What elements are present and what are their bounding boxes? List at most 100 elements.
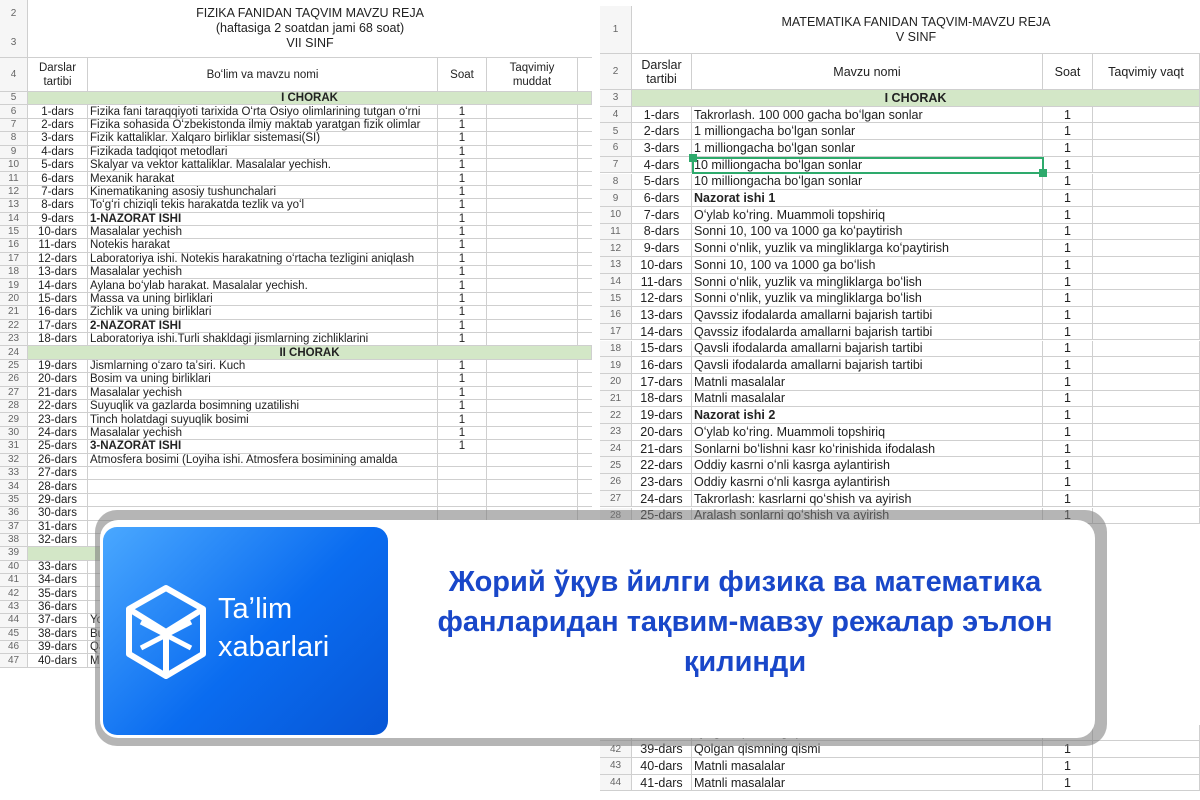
lesson-row: 17 14-dars Qavssiz ifodalarda amallarni ba… — [600, 323, 1200, 341]
lesson-topic: 3-NAZORAT ISHI — [88, 440, 438, 453]
lesson-number: 38-dars — [28, 627, 88, 641]
lesson-number: 33-dars — [28, 560, 88, 574]
lesson-hours: 1 — [438, 172, 487, 185]
lesson-topic: Laboratoriya ishi. Notekis harakatning o… — [88, 252, 438, 266]
row-number: 26 — [600, 474, 632, 490]
row-number: 13 — [600, 257, 632, 273]
lesson-row: 4 1-dars Takrorlash. 100 000 gacha boʻlgan… — [600, 106, 1200, 124]
lesson-number: 24-dars — [632, 490, 692, 507]
lesson-row: 13 10-dars Sonni 10, 100 va 1000 ga boʻlis… — [600, 257, 1200, 274]
lesson-hours — [438, 466, 487, 480]
row-number: 19 — [600, 357, 632, 373]
row-number: 12 — [0, 185, 28, 199]
row-number: 43 — [600, 758, 632, 774]
column-header: Soat — [1043, 54, 1093, 89]
section-label: II CHORAK — [28, 346, 592, 359]
lesson-number: 24-dars — [28, 426, 88, 440]
header-row: 2 Darslar tartibi Mavzu nomi Soat Taqvimiy v… — [600, 54, 1200, 90]
lesson-topic: Matnli masalalar — [692, 390, 1043, 407]
lesson-date — [1093, 373, 1200, 390]
lesson-hours: 1 — [1043, 223, 1093, 240]
logo-icon — [126, 585, 206, 679]
lesson-hours: 1 — [1043, 307, 1093, 323]
lesson-number: 39-dars — [28, 641, 88, 654]
lesson-number: 23-dars — [632, 474, 692, 490]
lesson-hours: 1 — [438, 413, 487, 426]
brand-line: xabarlari — [218, 631, 330, 663]
cell-selection — [689, 154, 1047, 177]
lesson-row: 31 25-dars 3-NAZORAT ISHI 1 — [0, 440, 592, 454]
lesson-date — [487, 413, 578, 426]
lesson-date — [1093, 156, 1200, 173]
lesson-row: 17 12-dars Laboratoriya ishi. Notekis hara… — [0, 252, 592, 267]
lesson-hours: 1 — [438, 239, 487, 252]
lesson-hours: 1 — [1043, 424, 1093, 440]
row-number: 43 — [0, 600, 28, 614]
lesson-date — [1093, 123, 1200, 140]
lesson-topic: Masalalar yechish — [88, 266, 438, 279]
lesson-topic: Laboratoriya ishi.Turli shakldagi jismla… — [88, 333, 438, 346]
lesson-hours: 1 — [1043, 190, 1093, 206]
lesson-hours: 1 — [1043, 106, 1093, 123]
lesson-number: 20-dars — [632, 424, 692, 440]
lesson-topic: Oddiy kasrni oʻnli kasrga aylantirish — [692, 457, 1043, 474]
lesson-date — [1093, 490, 1200, 507]
lesson-date — [487, 466, 578, 480]
lesson-number: 41-dars — [632, 774, 692, 791]
lesson-number: 2-dars — [632, 123, 692, 140]
lesson-topic: Fizikada tadqiqot metodlari — [88, 145, 438, 158]
row-number: 10 — [600, 206, 632, 223]
lesson-date — [487, 386, 578, 399]
row-number: 44 — [600, 774, 632, 791]
row-number: 24 — [600, 440, 632, 457]
lesson-row: 32 26-dars Atmosfera bosimi (Loyiha ishi. … — [0, 453, 592, 467]
row-number: 2 — [10, 8, 17, 20]
lesson-date — [487, 426, 578, 440]
lesson-number: 25-dars — [28, 440, 88, 453]
section-label: I CHORAK — [632, 90, 1200, 106]
lesson-topic: Takrorlash. 100 000 gacha boʻlgan sonlar — [692, 106, 1043, 123]
lesson-number: 35-dars — [28, 587, 88, 600]
lesson-date — [1093, 357, 1200, 373]
lesson-row: 15 10-dars Masalalar yechish 1 — [0, 225, 592, 240]
lesson-topic: Sonni oʻnlik, yuzlik va mingliklarga boʻ… — [692, 290, 1043, 307]
lesson-number: 19-dars — [632, 407, 692, 423]
lesson-number: 10-dars — [28, 225, 88, 239]
lesson-number: 14-dars — [632, 323, 692, 340]
row-number: 9 — [600, 190, 632, 206]
column-header: Darslar tartibi — [632, 54, 692, 89]
lesson-date — [487, 292, 578, 306]
row-number: 27 — [600, 490, 632, 507]
row-number: 23 — [0, 333, 28, 346]
lesson-row: 7 2-dars Fizika sohasida Oʻzbekistonda ilm… — [0, 118, 592, 133]
lesson-date — [487, 453, 578, 466]
lesson-topic: Qavssiz ifodalarda amallarni bajarish ta… — [692, 307, 1043, 323]
lesson-topic: 1 milliongacha boʻlgan sonlar — [692, 123, 1043, 140]
lesson-hours: 1 — [1043, 290, 1093, 307]
lesson-number: 6-dars — [632, 190, 692, 206]
row-number: 26 — [0, 373, 28, 386]
lesson-hours: 1 — [438, 199, 487, 212]
row-number: 6 — [0, 105, 28, 118]
lesson-hours — [438, 493, 487, 507]
lesson-hours: 1 — [438, 279, 487, 292]
lesson-hours: 1 — [438, 306, 487, 319]
lesson-number: 34-dars — [28, 574, 88, 587]
lesson-hours: 1 — [1043, 440, 1093, 457]
row-number: 20 — [0, 292, 28, 306]
lesson-number: 10-dars — [632, 257, 692, 273]
lesson-date — [1093, 457, 1200, 474]
lesson-number: 37-dars — [28, 614, 88, 627]
title-row: 2 3 FIZIKA FANIDAN TAQVIM MAVZU REJA (hafta… — [0, 0, 592, 58]
lesson-date — [1093, 774, 1200, 791]
lesson-hours: 1 — [438, 386, 487, 399]
header-row: 4 Darslar tartibi Boʻlim va mavzu nomi Soat… — [0, 58, 592, 92]
title-line: (haftasiga 2 soatdan jami 68 soat) — [215, 21, 405, 35]
row-number: 10 — [0, 158, 28, 172]
title-line: MATEMATIKA FANIDAN TAQVIM-MAVZU REJA — [781, 14, 1051, 29]
lesson-date — [1093, 190, 1200, 206]
lesson-number: 3-dars — [28, 132, 88, 145]
title-row: 1 MATEMATIKA FANIDAN TAQVIM-MAVZU REJA V S… — [600, 6, 1200, 54]
lesson-number: 15-dars — [28, 292, 88, 306]
